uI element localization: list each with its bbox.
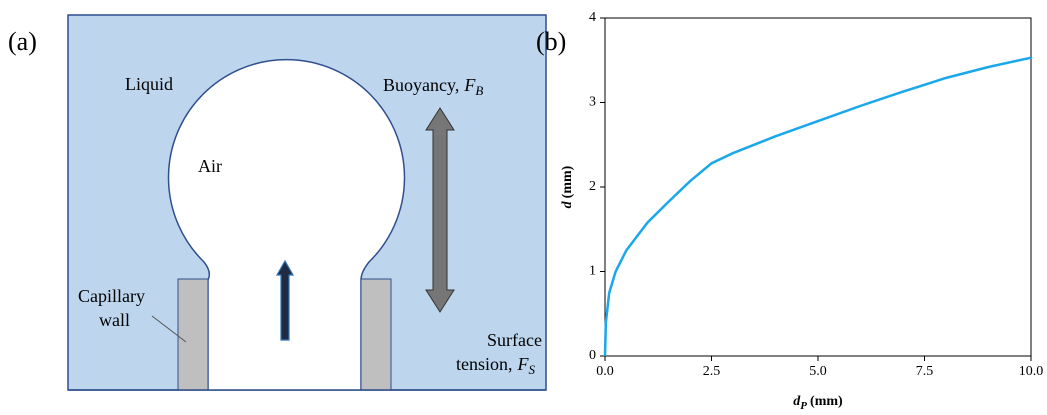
capillary-wall bbox=[360, 278, 392, 391]
surface-label: tension, FS bbox=[456, 354, 536, 377]
plot-frame bbox=[604, 17, 1032, 357]
y-axis-label: d (mm) bbox=[560, 165, 575, 208]
y-tick-label: 3 bbox=[589, 95, 596, 110]
capillary-wall bbox=[177, 278, 209, 391]
text: tension, bbox=[456, 354, 513, 374]
x-tick-label: 10.0 bbox=[1019, 364, 1044, 379]
x-axis-label: dP (mm) bbox=[793, 394, 843, 411]
subscript: P bbox=[800, 400, 807, 412]
leader-line bbox=[151, 315, 187, 343]
symbol: F bbox=[463, 75, 476, 95]
curve bbox=[603, 56, 1032, 357]
air-label: Air bbox=[198, 156, 222, 176]
x-tick-label: 2.5 bbox=[703, 364, 721, 379]
symbol: d bbox=[793, 394, 801, 409]
x-tick-label: 5.0 bbox=[809, 364, 827, 379]
subscript: S bbox=[529, 362, 536, 377]
capillary-label: Capillary bbox=[78, 286, 145, 306]
y-tick-label: 0 bbox=[589, 348, 596, 363]
flow-arrow bbox=[275, 259, 295, 341]
buoyancy-label: Buoyancy, FB bbox=[383, 75, 483, 98]
surface-label: Surface bbox=[487, 330, 542, 350]
air-bubble bbox=[168, 59, 405, 391]
bubble-outline bbox=[167, 58, 406, 390]
panel-label: (b) bbox=[536, 27, 566, 56]
capillary-label: wall bbox=[99, 310, 130, 330]
text: Buoyancy, bbox=[383, 75, 459, 95]
x-tick-label: 0.0 bbox=[596, 364, 614, 379]
unit: (mm) bbox=[560, 165, 575, 198]
y-tick-label: 1 bbox=[589, 264, 596, 279]
chart: 0 1 2 3 4 0.0 2.5 5.0 7.5 10.0 bbox=[589, 10, 1043, 379]
unit: (mm) bbox=[810, 394, 843, 409]
y-tick-label: 4 bbox=[589, 10, 596, 25]
subscript: B bbox=[475, 83, 483, 98]
symbol: d bbox=[560, 200, 575, 208]
force-arrow bbox=[425, 107, 455, 313]
symbol: F bbox=[517, 354, 530, 374]
liquid-label: Liquid bbox=[125, 74, 173, 94]
x-tick-label: 7.5 bbox=[916, 364, 934, 379]
panel-label: (a) bbox=[8, 27, 37, 56]
y-tick-label: 2 bbox=[589, 179, 596, 194]
